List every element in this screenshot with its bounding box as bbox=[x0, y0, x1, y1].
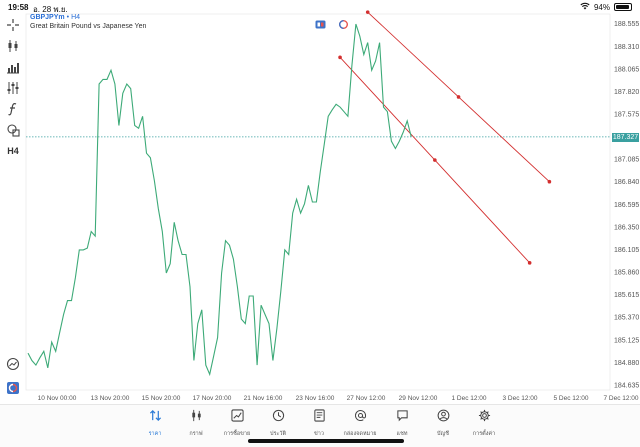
status-time: 19:58 bbox=[8, 3, 29, 12]
price-axis-label: 185.370 bbox=[614, 315, 639, 322]
current-price-tag: 187.327 bbox=[612, 133, 639, 142]
one-click-icon[interactable] bbox=[5, 380, 21, 396]
price-axis-label: 185.615 bbox=[614, 292, 639, 299]
trend-chart-icon bbox=[230, 409, 244, 427]
candlestick-icon bbox=[190, 409, 203, 427]
candlestick-icon[interactable] bbox=[5, 38, 21, 54]
trendline-handle[interactable] bbox=[527, 261, 532, 265]
chart-trade-icons bbox=[315, 20, 349, 29]
timeframe-label: H4 bbox=[7, 146, 19, 156]
shapes-icon[interactable] bbox=[5, 122, 21, 138]
symbol-separator: • bbox=[66, 14, 70, 21]
trendline-handle[interactable] bbox=[365, 10, 370, 14]
price-axis-label: 187.820 bbox=[614, 89, 639, 96]
tab-mailbox[interactable]: กล่องจดหมาย bbox=[340, 409, 380, 441]
time-axis-label: 15 Nov 20:00 bbox=[142, 395, 181, 402]
price-chart[interactable]: 188.555 188.310 188.065 187.820 187.575 187.0… bbox=[0, 0, 640, 404]
price-axis-label: 185.860 bbox=[614, 270, 639, 277]
home-indicator bbox=[248, 439, 404, 443]
clock-trend-icon[interactable] bbox=[5, 356, 21, 372]
timeframe-button[interactable]: H4 bbox=[5, 143, 21, 159]
quotes-arrows-icon bbox=[149, 409, 162, 427]
battery-icon bbox=[614, 3, 632, 11]
time-axis-label: 10 Nov 00:00 bbox=[38, 395, 77, 402]
tab-news[interactable]: ข่าว bbox=[299, 409, 339, 441]
tab-history[interactable]: ประวัติ bbox=[258, 409, 298, 441]
status-date: อ. 28 พ.ย. bbox=[33, 5, 68, 14]
bar-chart-icon[interactable] bbox=[5, 59, 21, 75]
status-bar: 19:58 อ. 28 พ.ย. 94% bbox=[0, 0, 640, 14]
sliders-icon[interactable] bbox=[5, 80, 21, 96]
trendline-handle[interactable] bbox=[338, 55, 342, 60]
tab-label: บัญชี bbox=[437, 431, 449, 437]
tab-label: ประวัติ bbox=[269, 431, 287, 437]
time-axis-label: 1 Dec 12:00 bbox=[451, 395, 486, 402]
trendline-handle[interactable] bbox=[547, 179, 552, 184]
trade-level-icon[interactable] bbox=[338, 20, 349, 29]
symbol-name[interactable]: GBPJPYm bbox=[30, 14, 65, 21]
price-axis-label: 187.085 bbox=[614, 157, 639, 164]
trendline-handle[interactable] bbox=[433, 158, 437, 162]
price-axis-label: 186.595 bbox=[614, 202, 639, 209]
symbol-description: Great Britain Pound vs Japanese Yen bbox=[30, 23, 147, 30]
tab-label: กราฟ bbox=[189, 431, 203, 437]
price-axis-label: 186.105 bbox=[614, 247, 639, 254]
time-axis-label: 7 Dec 12:00 bbox=[603, 395, 638, 402]
price-axis-label: 187.575 bbox=[614, 111, 639, 118]
price-axis-label: 188.310 bbox=[614, 44, 639, 51]
chart-toolbar: H4 bbox=[0, 14, 26, 404]
chart-frame bbox=[25, 13, 611, 391]
price-axis-label: 184.880 bbox=[614, 360, 639, 367]
tab-settings[interactable]: การตั้งค่า bbox=[464, 409, 504, 441]
battery-percent: 94% bbox=[593, 2, 610, 12]
time-axis-label: 3 Dec 12:00 bbox=[502, 395, 537, 402]
tab-label: กล่องจดหมาย bbox=[343, 431, 377, 437]
crosshair-icon[interactable] bbox=[5, 17, 21, 33]
time-axis-label: 13 Nov 20:00 bbox=[91, 395, 130, 402]
tab-label: ข่าว bbox=[314, 431, 324, 437]
tab-chat[interactable]: แชท bbox=[382, 409, 422, 441]
price-axis-label: 186.350 bbox=[614, 224, 639, 231]
price-axis-label: 188.065 bbox=[614, 66, 639, 73]
time-axis-label: 17 Nov 20:00 bbox=[193, 395, 232, 402]
account-icon bbox=[437, 409, 450, 427]
time-axis-label: 5 Dec 12:00 bbox=[553, 395, 588, 402]
history-icon bbox=[272, 409, 285, 427]
tab-chart[interactable]: กราฟ bbox=[176, 409, 216, 441]
price-series-line bbox=[27, 23, 412, 377]
status-indicators: 94% bbox=[580, 2, 632, 12]
time-axis-label: 29 Nov 12:00 bbox=[399, 395, 438, 402]
chat-icon bbox=[396, 409, 409, 427]
at-icon bbox=[354, 409, 367, 427]
price-axis-label: 186.840 bbox=[614, 179, 639, 186]
tab-label: แชท bbox=[396, 431, 408, 437]
price-axis-label: 185.125 bbox=[614, 337, 639, 344]
symbol-header[interactable]: GBPJPYm • H4 bbox=[30, 14, 80, 21]
tab-trade[interactable]: การซื้อขาย bbox=[217, 409, 257, 441]
news-icon bbox=[313, 409, 326, 427]
tab-label: ราคา bbox=[148, 431, 162, 437]
sell-buy-icon[interactable] bbox=[315, 20, 326, 29]
time-axis-label: 21 Nov 16:00 bbox=[244, 395, 283, 402]
tab-accounts[interactable]: บัญชี bbox=[423, 409, 463, 441]
trendline-handle[interactable] bbox=[456, 95, 461, 99]
tab-quotes[interactable]: ราคา bbox=[135, 409, 175, 441]
tab-label: การซื้อขาย bbox=[223, 431, 251, 437]
symbol-timeframe: H4 bbox=[71, 14, 81, 21]
wifi-icon bbox=[580, 2, 590, 12]
price-axis-label: 184.635 bbox=[614, 382, 639, 389]
tab-label: การตั้งค่า bbox=[472, 431, 496, 437]
function-icon[interactable] bbox=[5, 101, 21, 117]
time-axis-label: 27 Nov 12:00 bbox=[347, 395, 386, 402]
time-axis-label: 23 Nov 16:00 bbox=[296, 395, 335, 402]
gear-icon bbox=[478, 409, 491, 427]
price-axis-label: 188.555 bbox=[614, 21, 639, 28]
